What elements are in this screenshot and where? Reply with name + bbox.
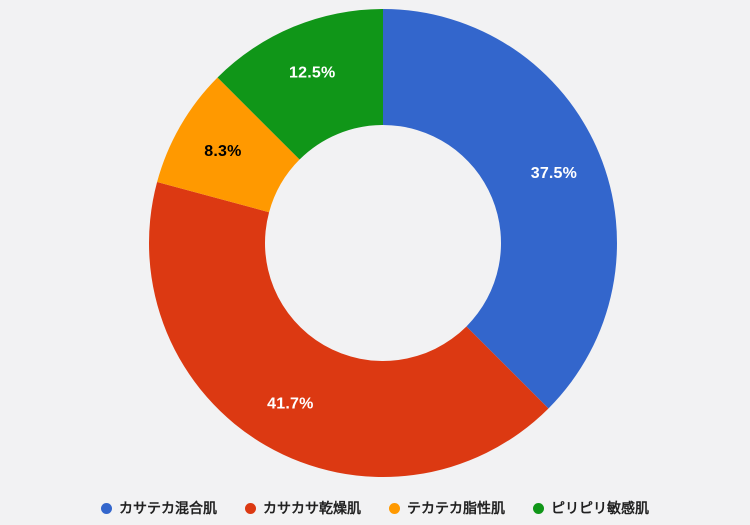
- slice-percent-label-3: 8.3%: [204, 143, 241, 160]
- slice-percent-label-1: 37.5%: [531, 165, 577, 182]
- legend-item-label: カサテカ混合肌: [119, 500, 217, 516]
- legend-item-4: ピリピリ敏感肌: [533, 501, 649, 515]
- slice-percent-label-2: 41.7%: [267, 396, 313, 413]
- legend-item-label: テカテカ脂性肌: [407, 500, 505, 516]
- legend-item-label: カサカサ乾燥肌: [263, 500, 361, 516]
- pie-slice-1[interactable]: [383, 9, 617, 409]
- pie-slice-2[interactable]: [148, 181, 549, 478]
- legend-color-dot-icon: [389, 502, 400, 514]
- chart-legend: カサテカ混合肌 カサカサ乾燥肌 テカテカ脂性肌 ピリピリ敏感肌: [0, 497, 750, 519]
- slice-percent-label-4: 12.5%: [289, 65, 335, 82]
- pie-slice-3[interactable]: [157, 77, 300, 213]
- legend-color-dot-icon: [533, 502, 544, 514]
- legend-color-dot-icon: [245, 502, 256, 514]
- legend-item-label: ピリピリ敏感肌: [551, 500, 649, 516]
- legend-item-1: カサテカ混合肌: [101, 501, 217, 515]
- pie-slice-4[interactable]: [217, 9, 383, 160]
- legend-color-dot-icon: [101, 502, 112, 514]
- legend-item-3: テカテカ脂性肌: [389, 501, 505, 515]
- legend-item-2: カサカサ乾燥肌: [245, 501, 361, 515]
